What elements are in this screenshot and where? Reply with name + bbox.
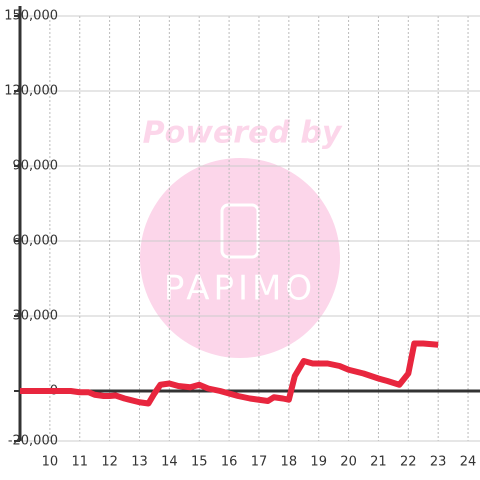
x-tick-label: 20 [340, 455, 357, 470]
x-tick-label: 17 [251, 455, 268, 470]
watermark-logo: PAPIMO [164, 269, 316, 309]
data-line [20, 340, 439, 407]
watermark-phone [220, 203, 260, 259]
x-tick-label: 19 [310, 455, 327, 470]
x-tick-label: 11 [71, 455, 88, 470]
x-tick-label: 13 [131, 455, 148, 470]
x-tick-label: 24 [460, 455, 477, 470]
x-tick-label: 10 [42, 455, 59, 470]
x-tick-label: 16 [221, 455, 238, 470]
watermark-text: Powered by [143, 116, 343, 151]
y-tick-label: 120,000 [4, 84, 58, 99]
x-tick-label: 23 [430, 455, 447, 470]
x-tick-label: 21 [370, 455, 387, 470]
x-tick-label: 14 [161, 455, 178, 470]
x-tick-label: 15 [191, 455, 208, 470]
x-tick-label: 22 [400, 455, 417, 470]
watermark: Powered by PAPIMO [140, 116, 343, 358]
y-tick-label: 30,000 [13, 309, 59, 324]
x-tick-label: 18 [281, 455, 298, 470]
y-tick-label: 60,000 [13, 234, 59, 249]
x-tick-label: 12 [101, 455, 118, 470]
y-tick-label: 90,000 [13, 159, 59, 174]
y-tick-label: -20,000 [8, 434, 58, 449]
y-tick-label: 150,000 [4, 9, 58, 24]
